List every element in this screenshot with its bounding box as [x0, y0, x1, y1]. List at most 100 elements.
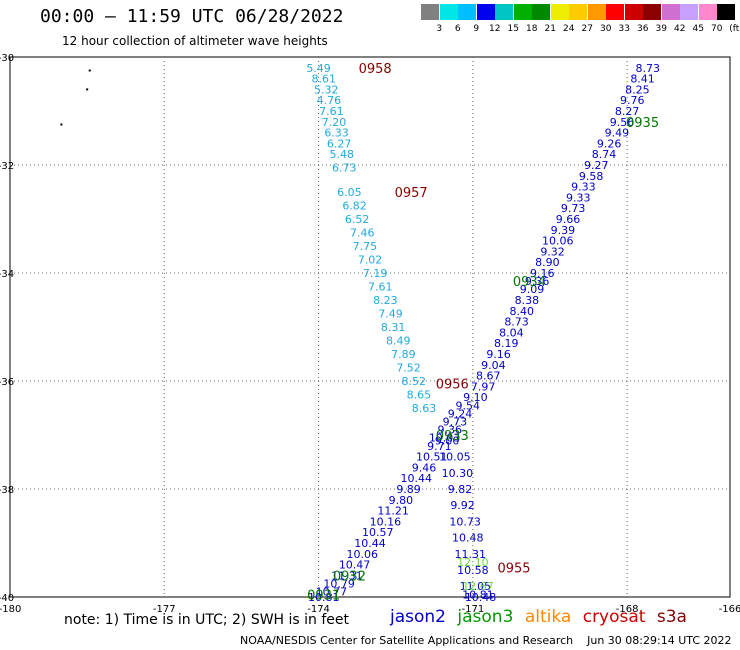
legend-altika: altika — [524, 607, 572, 627]
colorbar-label: 18 — [526, 24, 538, 34]
wave-height-label: 10.81 — [308, 591, 340, 604]
wave-height-label: 8.40 — [509, 305, 534, 318]
colorbar-swatch — [661, 4, 680, 20]
wave-height-label: 10.05 — [439, 451, 471, 464]
x-tick-label: -177 — [153, 604, 176, 615]
colorbar-swatch — [569, 4, 587, 20]
time-label: 0957 — [395, 186, 428, 201]
wave-height-label: 8.38 — [515, 294, 540, 307]
colorbar-label: 6 — [454, 24, 461, 34]
wave-height-label: 9.46 — [412, 461, 437, 474]
wave-height-label: 7.61 — [368, 281, 393, 294]
time-label: 0934 — [513, 275, 546, 290]
colorbar-label: 42 — [674, 24, 686, 34]
wave-height-label: 9.33 — [566, 191, 591, 204]
wave-height-label: 7.97 — [471, 380, 496, 393]
colorbar-swatch — [643, 4, 661, 20]
wave-height-label: 8.25 — [625, 83, 650, 96]
wave-height-label: 9.04 — [481, 359, 506, 372]
colorbar-label: 27 — [581, 24, 593, 34]
wave-height-label: 12.10 — [457, 556, 489, 569]
wave-height-label: 8.52 — [401, 375, 426, 388]
wave-height-label: 10.51 — [416, 451, 448, 464]
wave-height-label: 9.32 — [540, 245, 565, 258]
wave-height-label: 9.89 — [396, 483, 421, 496]
colorbar-swatch — [421, 4, 439, 20]
time-label: 0931 — [307, 588, 340, 603]
colorbar-swatch — [532, 4, 550, 20]
wave-height-label: 10.81 — [462, 588, 494, 601]
wave-height-label: 5.48 — [329, 148, 354, 161]
wave-height-label: 8.90 — [535, 256, 560, 269]
colorbar-label: 15 — [507, 24, 519, 34]
wave-height-label: 7.89 — [391, 348, 416, 361]
wave-height-label: 9.73 — [443, 416, 468, 429]
colorbar-swatch — [476, 4, 495, 20]
x-tick-label: -180 — [0, 604, 21, 615]
wave-height-label: 9.27 — [584, 159, 609, 172]
wave-height-label: 10.03 — [429, 432, 461, 445]
wave-height-label: 11.31 — [455, 548, 487, 561]
wave-height-label: 9.71 — [427, 440, 452, 453]
wave-height-label: 9.66 — [556, 213, 581, 226]
wave-height-label: 8.27 — [615, 105, 640, 118]
colorbar-unit: (ft) — [729, 24, 740, 34]
wave-height-label: 8.73 — [504, 316, 529, 329]
wave-height-label: 10.06 — [542, 235, 574, 248]
wave-height-label: 9.00 — [435, 434, 460, 447]
colorbar-label: 12 — [489, 24, 501, 34]
legend-jason2: jason2 — [390, 607, 446, 627]
colorbar-label: 70 — [711, 24, 723, 34]
page-title: 00:00 – 11:59 UTC 06/28/2022 — [40, 6, 344, 27]
wave-height-label: 10.06 — [347, 548, 379, 561]
colorbar-label: 24 — [563, 24, 575, 34]
wave-height-label: 10.58 — [457, 564, 489, 577]
y-tick-label: -40 — [0, 593, 14, 604]
legend-s3a: s3a — [656, 607, 687, 627]
footer-credit: NOAA/NESDIS Center for Satellite Applica… — [240, 634, 732, 647]
y-tick-label: -32 — [0, 161, 14, 172]
colorbar-swatch — [513, 4, 532, 20]
wave-height-label: 8.67 — [476, 370, 501, 383]
wave-height-label: 9.09 — [520, 283, 545, 296]
wave-height-label: 5.49 — [306, 62, 331, 75]
x-tick-label: -171 — [462, 604, 485, 615]
colorbar-label: 45 — [692, 24, 704, 34]
wave-height-label: 10.48 — [465, 591, 497, 604]
wave-height-label: 4.76 — [317, 94, 342, 107]
wave-height-label: 8.73 — [635, 62, 660, 75]
time-label: 0932 — [333, 569, 366, 584]
wave-height-label: 10.77 — [316, 586, 348, 599]
wave-height-label: 9.56 — [610, 116, 635, 129]
wave-height-label: 11.31 — [331, 569, 363, 582]
data-point-mark — [86, 88, 89, 91]
colorbar-label: 33 — [618, 24, 630, 34]
wave-height-label: 6.33 — [324, 127, 349, 140]
colorbar-label: 30 — [600, 24, 612, 34]
time-label: 0933 — [436, 429, 469, 444]
wave-height-label: 8.63 — [412, 402, 437, 415]
wave-height-label: 6.27 — [327, 137, 352, 150]
wave-height-label: 9.58 — [579, 170, 604, 183]
wave-height-label: 9.36 — [525, 275, 550, 288]
colorbar-swatch — [680, 4, 698, 20]
wave-height-label: 9.24 — [448, 407, 473, 420]
y-tick-label: -38 — [0, 485, 14, 496]
colorbar-swatch — [458, 4, 476, 20]
wave-height-label: 7.46 — [350, 227, 375, 240]
wave-height-label: 8.31 — [381, 321, 406, 334]
wave-height-label: 12.67 — [462, 580, 494, 593]
wave-height-label: 8.61 — [311, 73, 336, 86]
wave-height-label: 9.54 — [455, 399, 480, 412]
wave-height-label: 9.80 — [389, 494, 414, 507]
wave-height-label: 7.20 — [322, 116, 347, 129]
y-tick-label: -36 — [0, 377, 14, 388]
legend-jason3: jason3 — [457, 607, 514, 627]
y-tick-label: -34 — [0, 269, 14, 280]
data-point-mark — [88, 69, 91, 72]
colorbar-label: 39 — [655, 24, 667, 34]
wave-height-label: 10.48 — [452, 532, 484, 545]
wave-height-label: 7.02 — [358, 254, 383, 267]
wave-height-label: 9.76 — [620, 94, 645, 107]
